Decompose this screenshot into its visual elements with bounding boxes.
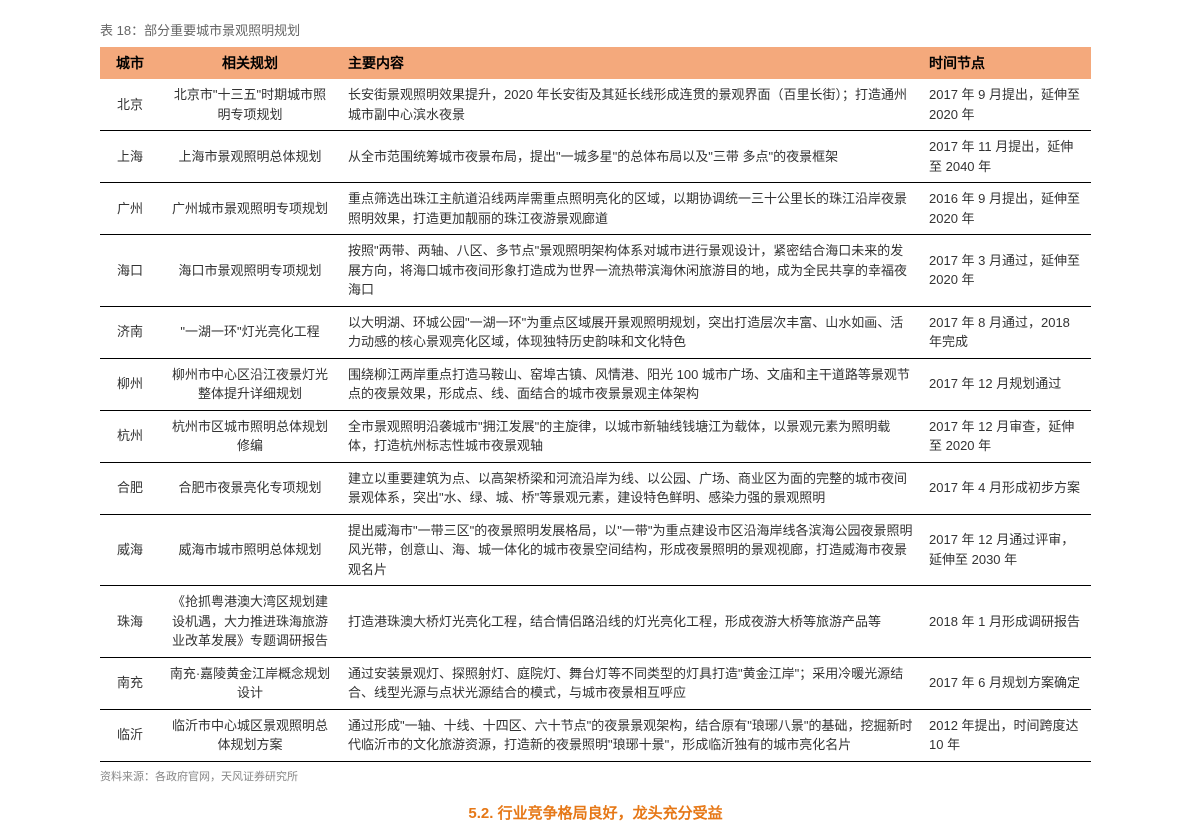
cell-time: 2017 年 11 月提出，延伸至 2040 年 [921, 131, 1091, 183]
table-row: 济南"一湖一环"灯光亮化工程以大明湖、环城公园"一湖一环"为重点区域展开景观照明… [100, 306, 1091, 358]
cell-city: 临沂 [100, 709, 160, 761]
cell-content: 长安街景观照明效果提升，2020 年长安街及其延长线形成连贯的景观界面（百里长街… [340, 79, 921, 131]
cell-content: 打造港珠澳大桥灯光亮化工程，结合情侣路沿线的灯光亮化工程，形成夜游大桥等旅游产品… [340, 586, 921, 658]
cell-time: 2012 年提出，时间跨度达 10 年 [921, 709, 1091, 761]
table-row: 海口海口市景观照明专项规划按照"两带、两轴、八区、多节点"景观照明架构体系对城市… [100, 235, 1091, 307]
section-footer: 5.2. 行业竞争格局良好，龙头充分受益 [100, 802, 1091, 823]
cell-content: 通过安装景观灯、探照射灯、庭院灯、舞台灯等不同类型的灯具打造"黄金江岸"；采用冷… [340, 657, 921, 709]
cell-plan: 《抢抓粤港澳大湾区规划建设机遇，大力推进珠海旅游业改革发展》专题调研报告 [160, 586, 340, 658]
cell-time: 2017 年 6 月规划方案确定 [921, 657, 1091, 709]
cell-city: 广州 [100, 183, 160, 235]
table-row: 杭州杭州市区城市照明总体规划修编全市景观照明沿袭城市"拥江发展"的主旋律，以城市… [100, 410, 1091, 462]
cell-city: 南充 [100, 657, 160, 709]
cell-plan: 合肥市夜景亮化专项规划 [160, 462, 340, 514]
cell-plan: 广州城市景观照明专项规划 [160, 183, 340, 235]
cell-plan: "一湖一环"灯光亮化工程 [160, 306, 340, 358]
cell-content: 按照"两带、两轴、八区、多节点"景观照明架构体系对城市进行景观设计，紧密结合海口… [340, 235, 921, 307]
cell-content: 围绕柳江两岸重点打造马鞍山、窑埠古镇、风情港、阳光 100 城市广场、文庙和主干… [340, 358, 921, 410]
cell-content: 提出威海市"一带三区"的夜景照明发展格局，以"一带"为重点建设市区沿海岸线各滨海… [340, 514, 921, 586]
header-time: 时间节点 [921, 47, 1091, 79]
table-row: 威海威海市城市照明总体规划提出威海市"一带三区"的夜景照明发展格局，以"一带"为… [100, 514, 1091, 586]
cell-plan: 南充·嘉陵黄金江岸概念规划设计 [160, 657, 340, 709]
cell-time: 2017 年 4 月形成初步方案 [921, 462, 1091, 514]
header-city: 城市 [100, 47, 160, 79]
cell-city: 北京 [100, 79, 160, 131]
cell-content: 重点筛选出珠江主航道沿线两岸需重点照明亮化的区域，以期协调统一三十公里长的珠江沿… [340, 183, 921, 235]
table-row: 珠海《抢抓粤港澳大湾区规划建设机遇，大力推进珠海旅游业改革发展》专题调研报告打造… [100, 586, 1091, 658]
cell-plan: 海口市景观照明专项规划 [160, 235, 340, 307]
table-caption: 表 18：部分重要城市景观照明规划 [100, 20, 1091, 39]
cell-plan: 威海市城市照明总体规划 [160, 514, 340, 586]
cell-content: 以大明湖、环城公园"一湖一环"为重点区域展开景观照明规划，突出打造层次丰富、山水… [340, 306, 921, 358]
cell-time: 2017 年 12 月审查，延伸至 2020 年 [921, 410, 1091, 462]
cell-plan: 杭州市区城市照明总体规划修编 [160, 410, 340, 462]
table-row: 临沂临沂市中心城区景观照明总体规划方案通过形成"一轴、十线、十四区、六十节点"的… [100, 709, 1091, 761]
source-text: 资料来源：各政府官网，天风证券研究所 [100, 768, 1091, 784]
cell-content: 全市景观照明沿袭城市"拥江发展"的主旋律，以城市新轴线钱塘江为载体，以景观元素为… [340, 410, 921, 462]
footer-prefix: 5.2. [468, 805, 493, 822]
table-header-row: 城市 相关规划 主要内容 时间节点 [100, 47, 1091, 79]
cell-time: 2017 年 8 月通过，2018 年完成 [921, 306, 1091, 358]
cell-city: 柳州 [100, 358, 160, 410]
table-row: 北京北京市"十三五"时期城市照明专项规划长安街景观照明效果提升，2020 年长安… [100, 79, 1091, 131]
cell-time: 2017 年 9 月提出，延伸至 2020 年 [921, 79, 1091, 131]
cell-content: 从全市范围统筹城市夜景布局，提出"一城多星"的总体布局以及"三带 多点"的夜景框… [340, 131, 921, 183]
cell-time: 2016 年 9 月提出，延伸至 2020 年 [921, 183, 1091, 235]
table-row: 柳州柳州市中心区沿江夜景灯光整体提升详细规划围绕柳江两岸重点打造马鞍山、窑埠古镇… [100, 358, 1091, 410]
cell-city: 合肥 [100, 462, 160, 514]
table-row: 合肥合肥市夜景亮化专项规划建立以重要建筑为点、以高架桥梁和河流沿岸为线、以公园、… [100, 462, 1091, 514]
cell-time: 2017 年 3 月通过，延伸至 2020 年 [921, 235, 1091, 307]
cell-content: 通过形成"一轴、十线、十四区、六十节点"的夜景景观架构，结合原有"琅琊八景"的基… [340, 709, 921, 761]
cell-city: 珠海 [100, 586, 160, 658]
table-row: 南充南充·嘉陵黄金江岸概念规划设计通过安装景观灯、探照射灯、庭院灯、舞台灯等不同… [100, 657, 1091, 709]
cell-content: 建立以重要建筑为点、以高架桥梁和河流沿岸为线、以公园、广场、商业区为面的完整的城… [340, 462, 921, 514]
cell-city: 上海 [100, 131, 160, 183]
header-plan: 相关规划 [160, 47, 340, 79]
cell-time: 2017 年 12 月规划通过 [921, 358, 1091, 410]
cell-city: 威海 [100, 514, 160, 586]
cell-plan: 柳州市中心区沿江夜景灯光整体提升详细规划 [160, 358, 340, 410]
table-row: 上海上海市景观照明总体规划从全市范围统筹城市夜景布局，提出"一城多星"的总体布局… [100, 131, 1091, 183]
cell-city: 济南 [100, 306, 160, 358]
footer-body: 行业竞争格局良好，龙头充分受益 [498, 805, 723, 822]
cell-city: 海口 [100, 235, 160, 307]
cell-city: 杭州 [100, 410, 160, 462]
cell-time: 2017 年 12 月通过评审，延伸至 2030 年 [921, 514, 1091, 586]
cell-plan: 临沂市中心城区景观照明总体规划方案 [160, 709, 340, 761]
planning-table: 城市 相关规划 主要内容 时间节点 北京北京市"十三五"时期城市照明专项规划长安… [100, 47, 1091, 762]
cell-plan: 上海市景观照明总体规划 [160, 131, 340, 183]
cell-plan: 北京市"十三五"时期城市照明专项规划 [160, 79, 340, 131]
table-row: 广州广州城市景观照明专项规划重点筛选出珠江主航道沿线两岸需重点照明亮化的区域，以… [100, 183, 1091, 235]
cell-time: 2018 年 1 月形成调研报告 [921, 586, 1091, 658]
header-content: 主要内容 [340, 47, 921, 79]
